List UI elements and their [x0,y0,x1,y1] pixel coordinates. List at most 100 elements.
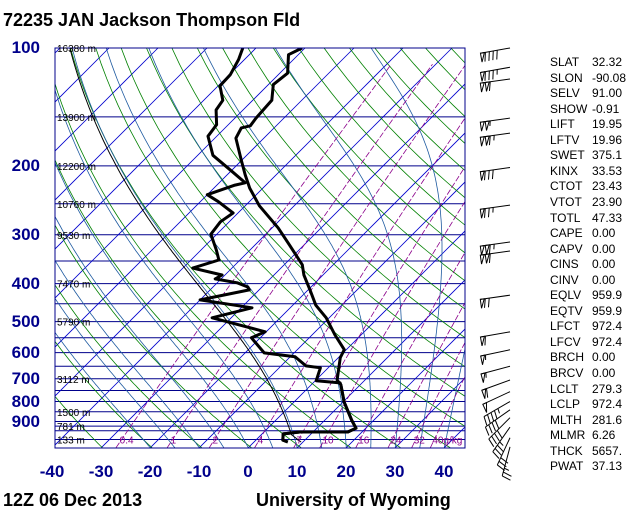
index-value: 91.00 [592,86,623,101]
parcel-path [69,48,302,443]
mixing-ratio-label: 40g/kg [432,435,462,446]
isotherm-line [55,48,159,152]
index-value: 6.26 [592,428,616,443]
height-label: 16380 m [57,44,96,55]
index-name: CTOT [550,179,583,194]
height-label: 133 m [57,435,85,446]
mixing-ratio-line [208,64,465,448]
index-value: 972.4 [592,397,623,412]
wind-barb [479,241,511,256]
wind-barb [496,437,511,471]
index-name: KINX [550,163,579,178]
index-name: LFCV [550,334,581,349]
index-value: 19.95 [592,117,623,132]
mixing-ratio-line [319,200,465,448]
dry-adiabat [120,48,465,427]
index-value: 5657. [592,443,623,458]
temperature-tick-label: -40 [39,462,65,481]
wind-barb [479,294,511,309]
dry-adiabat [55,284,202,448]
index-value: 959.9 [592,303,623,318]
moist-adiabat [148,48,347,448]
wind-barb [479,78,511,93]
wind-barb [482,391,511,413]
index-value: 972.4 [592,319,623,334]
moist-adiabat [55,331,151,448]
wind-barb [501,446,512,481]
wind-barb [479,66,511,82]
temperature-tick-label: 20 [336,462,356,481]
height-label: 12200 m [57,162,96,173]
height-label: 10760 m [57,200,96,211]
index-value: 972.4 [592,334,623,349]
index-value: -90.08 [592,70,627,85]
index-name: THCK [550,443,583,458]
temperature-tick-label: -30 [88,462,114,481]
plot-area [55,48,465,448]
index-value: 0.00 [592,257,616,272]
index-name: CAPE [550,226,583,241]
mixing-ratio-label: 1 [171,435,177,446]
pressure-tick-label: 200 [11,155,40,175]
mixing-ratio-label: 16 [358,435,370,446]
pressure-tick-label: 300 [11,224,40,244]
temperature-tick-label: 0 [243,462,253,481]
isotherm-line [55,48,306,299]
index-name: EQLV [550,288,582,303]
moist-adiabat [55,297,176,448]
moist-adiabat [370,48,443,448]
dry-adiabat [298,48,465,226]
source-credit: University of Wyoming [256,490,451,510]
dry-adiabat [272,48,465,254]
index-name: LCLP [550,397,581,412]
mixing-ratio-line [387,301,465,448]
index-name: SHOW [550,101,588,116]
wind-barb [481,379,511,399]
dry-adiabat [222,48,465,310]
index-value: 375.1 [592,148,623,163]
index-name: LFCT [550,319,580,334]
isotherm-line [55,48,355,348]
dry-adiabat [171,48,465,368]
temperature-tick-label: 10 [287,462,307,481]
index-name: SLAT [550,55,580,69]
isotherm-line [101,83,465,448]
index-name: CINS [550,257,579,272]
index-name: CAPV [550,241,583,256]
moist-adiabat [105,48,323,448]
index-name: SWET [550,148,585,163]
index-value: 23.90 [592,194,623,209]
height-label: 13900 m [57,113,96,124]
height-label: 9530 m [57,231,90,242]
index-name: SELV [550,86,580,101]
mixing-ratio-label: 2 [213,435,219,446]
isotherm-line [297,279,465,448]
dry-adiabat [247,48,465,282]
isotherm-line [55,48,453,446]
index-name: LCLT [550,381,579,396]
index-name: LIFT [550,117,575,132]
dry-adiabat [55,82,352,448]
index-name: MLTH [550,412,582,427]
index-name: VTOT [550,194,582,209]
wind-barb [479,117,511,132]
wind-barb [480,365,511,383]
station-title: 72235 JAN Jackson Thompson Fld [3,10,301,30]
index-value: 33.53 [592,163,623,178]
moist-adiabat [71,48,298,448]
mixing-ratio-label: 32 [414,435,426,446]
mixing-ratio-label: 0.4 [120,435,134,446]
index-value: 47.33 [592,210,623,225]
temperature-tick-label: -20 [137,462,163,481]
observation-time: 12Z 06 Dec 2013 [3,490,143,510]
pressure-tick-label: 100 [11,38,40,57]
index-value: 281.6 [592,412,623,427]
mixing-ratio-line [293,166,465,448]
index-name: EQTV [550,303,583,318]
wind-barb [488,417,511,447]
moist-adiabat [55,215,225,448]
isotherm-line [55,48,404,397]
pressure-tick-label: 900 [11,411,40,431]
moist-adiabat [55,259,200,448]
